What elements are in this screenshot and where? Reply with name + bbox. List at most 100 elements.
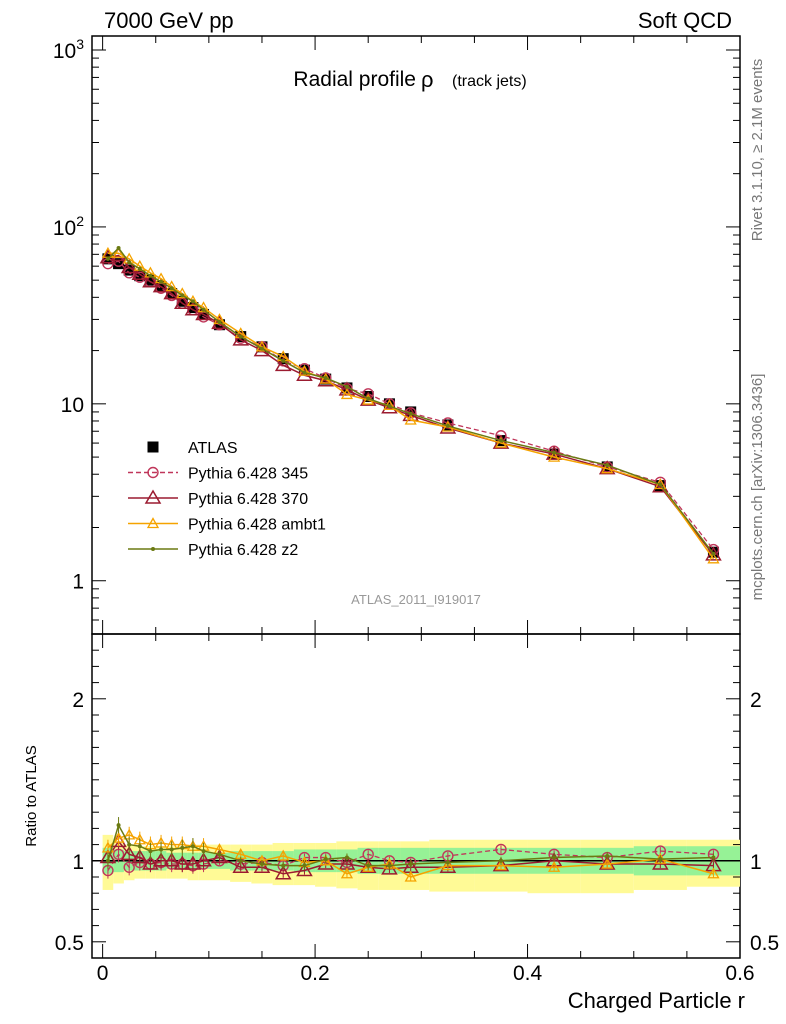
ratio-panel: 0 0.2 0.4 0.6 0.5 0.5 1 1 2 2 [55,633,779,985]
ratio-ylabel: Ratio to ATLAS [23,745,40,846]
ratio-series-point [137,844,142,849]
series-point [195,305,212,321]
atlas-data-point [383,398,395,410]
series-point [605,463,610,468]
series-point [217,320,222,325]
legend-marker [144,489,162,504]
legend: ATLAS Pythia 6.428 345 Pythia 6.428 370 Pyt… [128,440,326,559]
series-point [184,301,202,316]
series-point [302,370,307,375]
legend-label: ATLAS [188,440,238,457]
series-point [169,286,174,291]
ratio-series-point [605,853,610,858]
ratio-series-point [277,849,290,861]
legend-marker [147,441,159,453]
series-point [445,423,450,428]
ratio-series-point [711,855,716,860]
series-point [404,413,417,425]
rivet-label: Rivet 3.1.10, ≥ 2.1M events [749,59,766,242]
series-point [552,450,557,455]
series-point [344,384,349,389]
series-point [142,273,159,288]
ratio-series-point [253,858,271,874]
ratio-series-point [408,862,413,867]
ratio-series-point [340,867,354,879]
ratio-series-point [101,841,115,853]
ratio-series-point [494,859,508,871]
ratio-series-point [445,860,450,865]
series-point [127,260,132,265]
x-tick-label: 0.2 [300,962,329,985]
y-tick-label: 10 [61,394,84,417]
series-point [105,256,110,261]
ratio-series-point [323,857,328,862]
series-point [323,375,328,380]
ratio-series-point [211,849,228,864]
atlas-data-point [113,258,125,270]
series-point [408,411,413,416]
legend-marker [147,466,159,479]
series-point [131,265,149,281]
atlas-data-point [362,391,374,403]
series-point [116,246,121,251]
y-tick-label: 1 [72,571,84,594]
header-right: Soft QCD [638,8,732,33]
ratio-series-point [163,852,180,867]
ratio-series-point [362,860,375,872]
series-point [112,246,125,258]
x-tick-label: 0.4 [513,962,543,985]
atlas-data-point [134,270,146,282]
ratio-series-point [274,865,292,880]
atlas-data-point [298,364,310,376]
series-point [707,552,720,564]
series-point [120,258,138,274]
atlas-data-point [123,264,135,276]
legend-label: Pythia 6.428 370 [188,491,308,508]
ratio-series-point [404,870,417,882]
ratio-series-point [344,855,349,860]
ratio-series-point [296,862,313,877]
ratio-series-line [107,834,714,878]
series-point [253,342,271,357]
series-point [186,294,200,306]
ratio-series-point [658,857,663,862]
ratio-series-point [387,863,392,868]
title-sub: (track jets) [452,73,527,90]
series-point [340,388,354,400]
series-point [274,356,292,372]
ratio-series-point [116,823,121,828]
ratio-series-point [105,858,110,863]
series-point [366,396,371,401]
ratio-series-point [190,844,195,849]
ratio-series-point [492,857,510,872]
ratio-series-point [281,863,286,868]
ratio-series-point [180,845,185,850]
atlas-data-point [187,302,199,314]
series-point [255,340,269,352]
series-point [238,334,243,339]
ratio-series-point [232,858,250,874]
series-point [498,438,503,443]
ratio-y-tick-label: 1 [72,851,84,874]
ratio-series-point [707,867,720,879]
ratio-series-point [441,859,454,871]
ratio-series-point [120,845,138,861]
series-point [658,482,663,487]
analysis-id: ATLAS_2011_I919017 [351,592,481,607]
ratio-series-point [131,849,149,864]
series-point [148,273,153,278]
ratio-series-point [366,863,371,868]
ratio-series-point [159,847,164,852]
ratio-series-point [547,860,561,872]
legend-label: Pythia 6.428 z2 [188,542,298,559]
y-tick-label: 102 [53,213,84,240]
ratio-series-point [552,855,557,860]
ratio-y-tick-label-right: 2 [750,689,762,712]
legend-label: Pythia 6.428 345 [188,466,308,483]
series-point [152,278,170,293]
y-tick-label: 103 [53,36,84,63]
ratio-series-point [148,849,153,854]
ratio-series-point [142,855,159,870]
title-rho: ρ [421,67,434,92]
